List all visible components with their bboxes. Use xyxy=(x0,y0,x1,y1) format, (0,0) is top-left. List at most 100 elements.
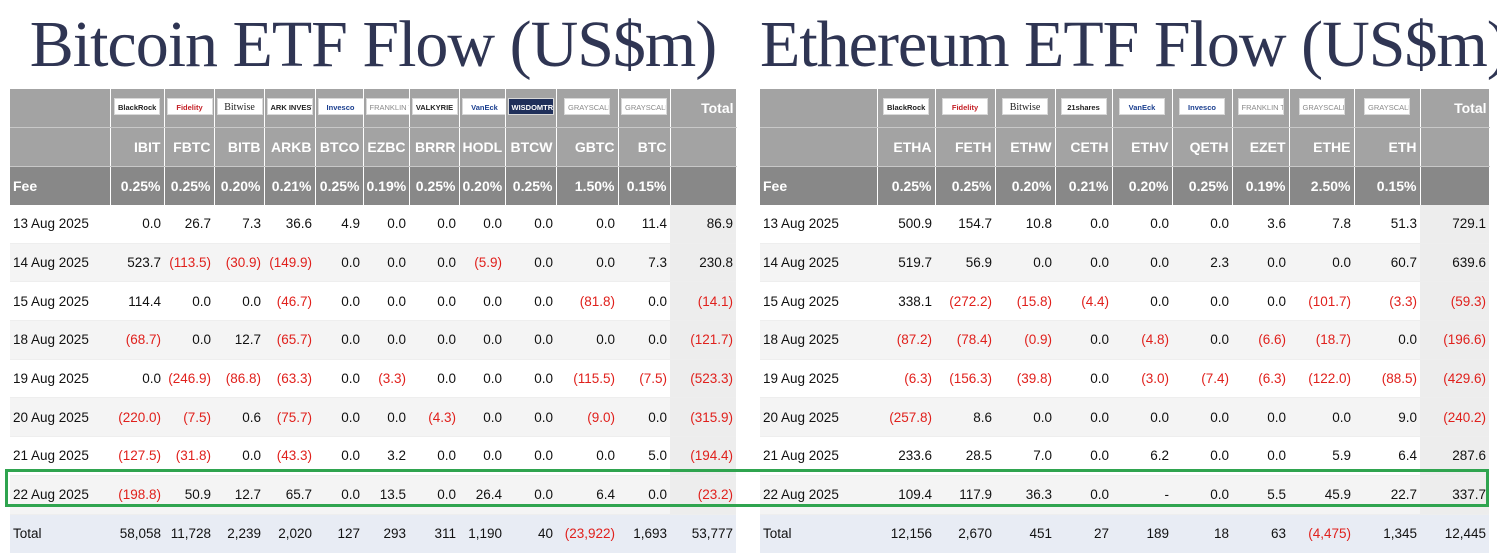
fee-cell: 0.19% xyxy=(363,166,410,205)
flow-value: 0.0 xyxy=(214,436,264,476)
fund-logo-cell: VALKYRIE xyxy=(409,89,460,128)
row-total: (14.1) xyxy=(670,281,736,322)
fund-logo-cell: GRAYSCALE xyxy=(618,89,671,128)
row-date: 18 Aug 2025 xyxy=(10,320,110,360)
ticker-total-spacer xyxy=(670,127,737,167)
flow-value: (3.0) xyxy=(1112,359,1172,399)
fund-total: 293 xyxy=(363,513,409,553)
flow-value: 0.0 xyxy=(315,436,363,476)
flow-value: 0.0 xyxy=(164,281,214,322)
ticker-ezet: EZET xyxy=(1232,127,1290,167)
flow-value: 0.0 xyxy=(995,243,1055,283)
flow-value: 5.0 xyxy=(618,436,670,476)
flow-value: 0.0 xyxy=(363,205,409,244)
flow-value: 22.7 xyxy=(1354,475,1420,515)
fund-total: (4,475) xyxy=(1289,513,1354,553)
fee-label: Fee xyxy=(10,166,111,205)
bitwise-logo: Bitwise xyxy=(1002,98,1048,115)
flow-value: 523.7 xyxy=(110,243,164,283)
flow-value: 36.3 xyxy=(995,475,1055,515)
flow-value: 0.0 xyxy=(505,205,556,244)
fund-logo-cell: VanEck xyxy=(1112,89,1173,128)
fee-total-spacer xyxy=(670,166,737,205)
flow-value: (3.3) xyxy=(363,359,409,399)
flow-value: 0.0 xyxy=(409,205,459,244)
row-date: 22 Aug 2025 xyxy=(760,475,877,515)
ticker-ibit: IBIT xyxy=(110,127,165,167)
flow-value: 0.0 xyxy=(1112,397,1172,438)
flow-row: 18 Aug 2025 (87.2) (78.4) (0.9) 0.0 (4.8) 0.0(… xyxy=(760,320,1489,360)
ticker-hodl: HODL xyxy=(459,127,506,167)
flow-value: 0.0 xyxy=(505,475,556,515)
fee-cell: 0.20% xyxy=(995,166,1056,205)
fund-total: 63 xyxy=(1232,513,1289,553)
flow-value: 7.8 xyxy=(1289,205,1354,244)
fee-row: Fee 0.25% 0.25% 0.20% 0.21% 0.20% 0.25% 0.19% 2.… xyxy=(760,166,1490,205)
ticker-bitb: BITB xyxy=(214,127,265,167)
flow-row: 20 Aug 2025 (257.8) 8.6 0.0 0.0 0.0 0.0 0.0 0.0 9… xyxy=(760,397,1489,438)
fund-logo-row: BlackRock Fidelity Bitwise ARK INVEST Invesc… xyxy=(10,89,737,128)
row-date: 14 Aug 2025 xyxy=(10,243,110,283)
flow-value: 0.0 xyxy=(363,397,409,438)
flow-value: 10.8 xyxy=(995,205,1055,244)
flow-value: 0.0 xyxy=(409,243,459,283)
franklin-templeton-logo: FRANKLIN TEMPLETON xyxy=(365,98,408,115)
flow-value: 0.0 xyxy=(618,281,670,322)
flow-value: 26.7 xyxy=(164,205,214,244)
ticker-ethe: ETHE xyxy=(1289,127,1355,167)
row-total: 86.9 xyxy=(670,205,736,244)
ticker-total-spacer xyxy=(1420,127,1490,167)
flow-value: 45.9 xyxy=(1289,475,1354,515)
ticker-row-spacer xyxy=(10,127,111,167)
flow-value: 0.0 xyxy=(556,436,618,476)
ticker-row: IBIT FBTC BITB ARKB BTCO EZBC BRRR HODL BTCW GBTC… xyxy=(10,127,737,167)
fund-logo-cell: FRANKLIN TEMPLETON xyxy=(1232,89,1290,128)
flow-value: 0.0 xyxy=(1289,243,1354,283)
fund-total: 11,728 xyxy=(164,513,214,553)
fund-total: 12,156 xyxy=(877,513,935,553)
row-total: (240.2) xyxy=(1420,397,1489,438)
flow-value: 0.0 xyxy=(1112,205,1172,244)
bitwise-logo: Bitwise xyxy=(216,98,263,115)
fund-logo-cell: Bitwise xyxy=(995,89,1056,128)
flow-value: (198.8) xyxy=(110,475,164,515)
flow-value: 0.0 xyxy=(363,281,409,322)
flow-value: 0.0 xyxy=(363,320,409,360)
flow-value: (6.6) xyxy=(1232,320,1289,360)
flow-value: 0.0 xyxy=(110,359,164,399)
ticker-eth: ETH xyxy=(1354,127,1421,167)
fund-total: 40 xyxy=(505,513,556,553)
flow-value: (87.2) xyxy=(877,320,935,360)
row-date: 19 Aug 2025 xyxy=(760,359,877,399)
invesco-logo: Invesco xyxy=(1179,98,1225,115)
fee-cell: 0.25% xyxy=(409,166,460,205)
ticker-ceth: CETH xyxy=(1055,127,1113,167)
flow-value: 0.0 xyxy=(409,281,459,322)
fee-cell: 0.25% xyxy=(315,166,364,205)
row-total: (194.4) xyxy=(670,436,736,476)
flow-value: 0.0 xyxy=(556,320,618,360)
flow-value: 0.0 xyxy=(315,475,363,515)
valkyrie-logo: VALKYRIE xyxy=(411,98,458,115)
flow-value: 0.0 xyxy=(1232,281,1289,322)
totals-row: Total 58,058 11,728 2,239 2,020 127 293 311 1,19… xyxy=(10,513,736,553)
flow-value: 0.0 xyxy=(618,475,670,515)
flow-row: 21 Aug 2025 233.6 28.5 7.0 0.0 6.2 0.0 0.0 5.9 6.… xyxy=(760,436,1489,476)
flow-value: 0.0 xyxy=(315,281,363,322)
flow-value: (127.5) xyxy=(110,436,164,476)
flow-value: 3.6 xyxy=(1232,205,1289,244)
flow-value: - xyxy=(1112,475,1172,515)
flow-value: 0.0 xyxy=(505,397,556,438)
flow-row: 14 Aug 2025 519.7 56.9 0.0 0.0 0.0 2.3 0.0 0.0 60… xyxy=(760,243,1489,283)
flow-value: (86.8) xyxy=(214,359,264,399)
flow-value: 51.3 xyxy=(1354,205,1420,244)
flow-row: 19 Aug 2025 (6.3) (156.3) (39.8) 0.0 (3.0) (7.… xyxy=(760,359,1489,399)
flow-value: 0.0 xyxy=(1172,436,1232,476)
row-date: 21 Aug 2025 xyxy=(760,436,877,476)
flow-row: 14 Aug 2025 523.7 (113.5) (30.9) (149.9) 0.0 0… xyxy=(10,243,736,283)
flow-value: 0.0 xyxy=(214,281,264,322)
flow-row: 19 Aug 2025 0.0 (246.9) (86.8) (63.3) 0.0 (3.3… xyxy=(10,359,736,399)
grayscale-logo: GRAYSCALE xyxy=(621,98,667,115)
row-total: 639.6 xyxy=(1420,243,1489,283)
fund-logo-cell: FRANKLIN TEMPLETON xyxy=(363,89,410,128)
